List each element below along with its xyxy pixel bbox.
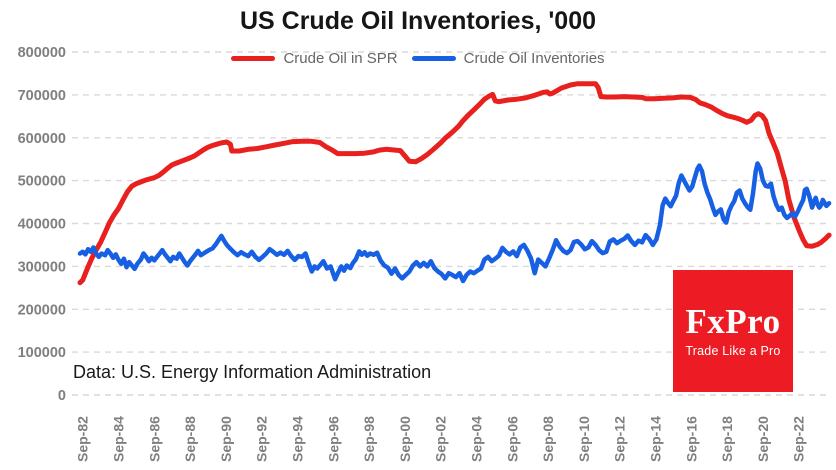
x-axis-tick-label: Sep-96	[325, 416, 341, 462]
x-axis-tick-label: Sep-20	[755, 416, 771, 462]
x-axis-tick-label: Sep-92	[254, 416, 270, 462]
legend-item-inventories: Crude Oil Inventories	[411, 50, 605, 67]
x-axis-tick-label: Sep-90	[218, 416, 234, 462]
x-axis-tick-label: Sep-88	[182, 416, 198, 462]
x-axis-tick-label: Sep-18	[719, 416, 735, 462]
y-axis-tick-label: 200000	[18, 302, 66, 318]
fxpro-logo: FxPro Trade Like a Pro	[673, 270, 793, 392]
y-axis-tick-label: 0	[58, 388, 66, 404]
x-axis-tick-label: Sep-98	[361, 416, 377, 462]
x-axis-tick-label: Sep-22	[791, 416, 807, 462]
series-line-spr	[77, 81, 832, 286]
x-axis-tick-label: Sep-12	[612, 416, 628, 462]
x-axis-tick-label: Sep-00	[397, 416, 413, 462]
legend-swatch-inventories-icon	[411, 56, 456, 61]
y-axis-tick-label: 500000	[18, 174, 66, 190]
y-axis-tick-label: 700000	[18, 88, 66, 104]
x-axis-tick-label: Sep-14	[648, 416, 664, 462]
x-axis-tick-label: Sep-08	[540, 416, 556, 462]
fxpro-logo-wordmark: FxPro	[685, 302, 781, 341]
y-axis-tick-label: 800000	[18, 45, 66, 61]
legend-item-spr: Crude Oil in SPR	[231, 50, 398, 67]
x-axis-tick-label: Sep-86	[146, 416, 162, 462]
x-axis-tick-label: Sep-84	[111, 416, 127, 462]
y-axis-tick-label: 300000	[18, 259, 66, 275]
legend-label-inventories: Crude Oil Inventories	[463, 50, 605, 67]
x-axis-tick-label: Sep-02	[433, 416, 449, 462]
legend: Crude Oil in SPR Crude Oil Inventories	[0, 50, 836, 67]
series-line-inventories	[77, 161, 832, 284]
y-axis-tick-label: 400000	[18, 217, 66, 233]
chart-title: US Crude Oil Inventories, '000	[239, 7, 597, 35]
legend-label-spr: Crude Oil in SPR	[283, 50, 398, 67]
x-axis-tick-label: Sep-10	[576, 416, 592, 462]
x-axis-tick-label: Sep-06	[504, 416, 520, 462]
x-axis-tick-label: Sep-94	[290, 416, 306, 462]
x-axis-tick-label: Sep-82	[75, 416, 91, 462]
x-axis-tick-label: Sep-04	[469, 416, 485, 462]
source-note: Data: U.S. Energy Information Administra…	[73, 362, 432, 382]
x-axis-tick-label: Sep-16	[683, 416, 699, 462]
y-axis-tick-label: 600000	[18, 131, 66, 147]
y-axis-tick-label: 100000	[18, 345, 66, 361]
fxpro-logo-tagline: Trade Like a Pro	[685, 344, 781, 358]
legend-swatch-spr-icon	[231, 56, 276, 61]
